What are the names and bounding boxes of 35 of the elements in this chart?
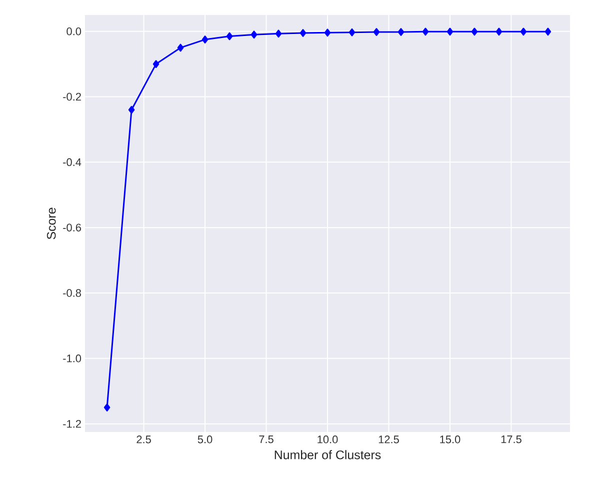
point [398, 28, 404, 36]
y-tick-label: -1.2 [63, 420, 81, 428]
x-tick-label: 10.0 [318, 436, 338, 444]
point [324, 28, 331, 37]
point [152, 60, 160, 68]
y-tick-label: -0.2 [63, 92, 81, 101]
y-axis-title: Score [46, 208, 56, 240]
x-tick-label: 7.5 [259, 436, 274, 444]
x-tick-label: 15.0 [440, 436, 460, 444]
point [446, 28, 454, 36]
point [496, 28, 502, 36]
point [177, 44, 184, 52]
x-tick-label: 2.5 [136, 436, 151, 444]
point [104, 404, 110, 412]
point [275, 30, 282, 38]
x-tick-label: 17.5 [501, 436, 522, 444]
x-tick-label: 5.0 [198, 436, 212, 444]
point [422, 28, 429, 36]
y-tick-label: 0.0 [66, 27, 82, 36]
point [520, 28, 527, 36]
x-axis-title: Number of Clusters [274, 450, 381, 460]
point [544, 28, 552, 36]
y-tick-label: -1.0 [63, 354, 82, 362]
x-tick-label: 12.5 [378, 436, 399, 444]
point [128, 106, 135, 114]
point [202, 36, 208, 44]
point [373, 28, 380, 36]
point [300, 29, 306, 37]
point [250, 30, 258, 39]
point [226, 32, 233, 40]
point [471, 28, 478, 36]
y-tick-label: -0.4 [63, 158, 82, 166]
y-tick-label: -0.6 [63, 224, 81, 232]
y-tick-label: -0.8 [63, 289, 81, 297]
point [348, 28, 356, 36]
